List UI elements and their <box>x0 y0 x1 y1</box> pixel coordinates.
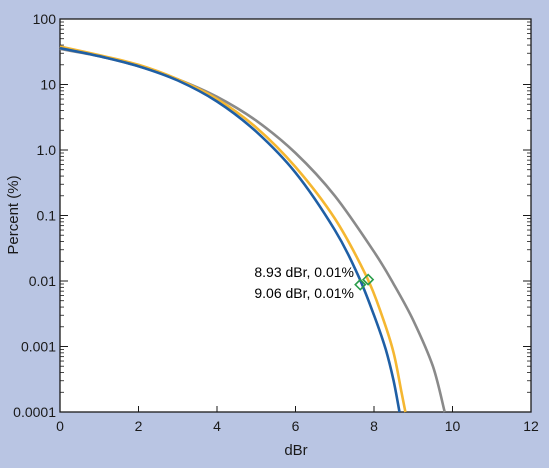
marker-layer <box>354 273 375 291</box>
minor-ticks <box>60 21 531 393</box>
y-tick-label: 100 <box>33 11 57 27</box>
y-tick-label: 0.1 <box>37 208 57 224</box>
annotation-series-1: 8.93 dBr, 0.01% <box>254 264 354 280</box>
marker-diamond-1 <box>354 278 367 291</box>
x-tick-label: 10 <box>445 418 461 434</box>
x-tick-label: 4 <box>213 418 221 434</box>
y-tick-label: 0.01 <box>29 273 56 289</box>
y-tick-label: 1.0 <box>37 142 57 158</box>
major-ticks <box>59 18 532 413</box>
series-layer <box>59 45 446 413</box>
y-tick-label: 10 <box>40 77 56 93</box>
marker-diamond-2 <box>361 273 375 286</box>
plot-area <box>59 18 532 413</box>
x-tick-label: 2 <box>135 418 143 434</box>
series-line-1 <box>59 46 401 413</box>
x-tick-label: 0 <box>56 418 64 434</box>
y-tick-label: 0.0001 <box>13 404 56 420</box>
x-tick-label: 8 <box>370 418 378 434</box>
annotation-series-2: 9.06 dBr, 0.01% <box>254 285 354 301</box>
y-tick-labels: 100 10 1.0 0.1 0.01 0.001 0.0001 <box>13 11 56 420</box>
x-axis-title: dBr <box>284 442 307 459</box>
x-tick-labels: 0 2 4 6 8 10 12 <box>56 418 539 434</box>
series-line-2 <box>59 45 407 413</box>
y-tick-label: 0.001 <box>21 339 56 355</box>
x-tick-label: 12 <box>523 418 539 434</box>
x-tick-label: 6 <box>292 418 300 434</box>
y-axis-title: Percent (%) <box>5 175 22 254</box>
